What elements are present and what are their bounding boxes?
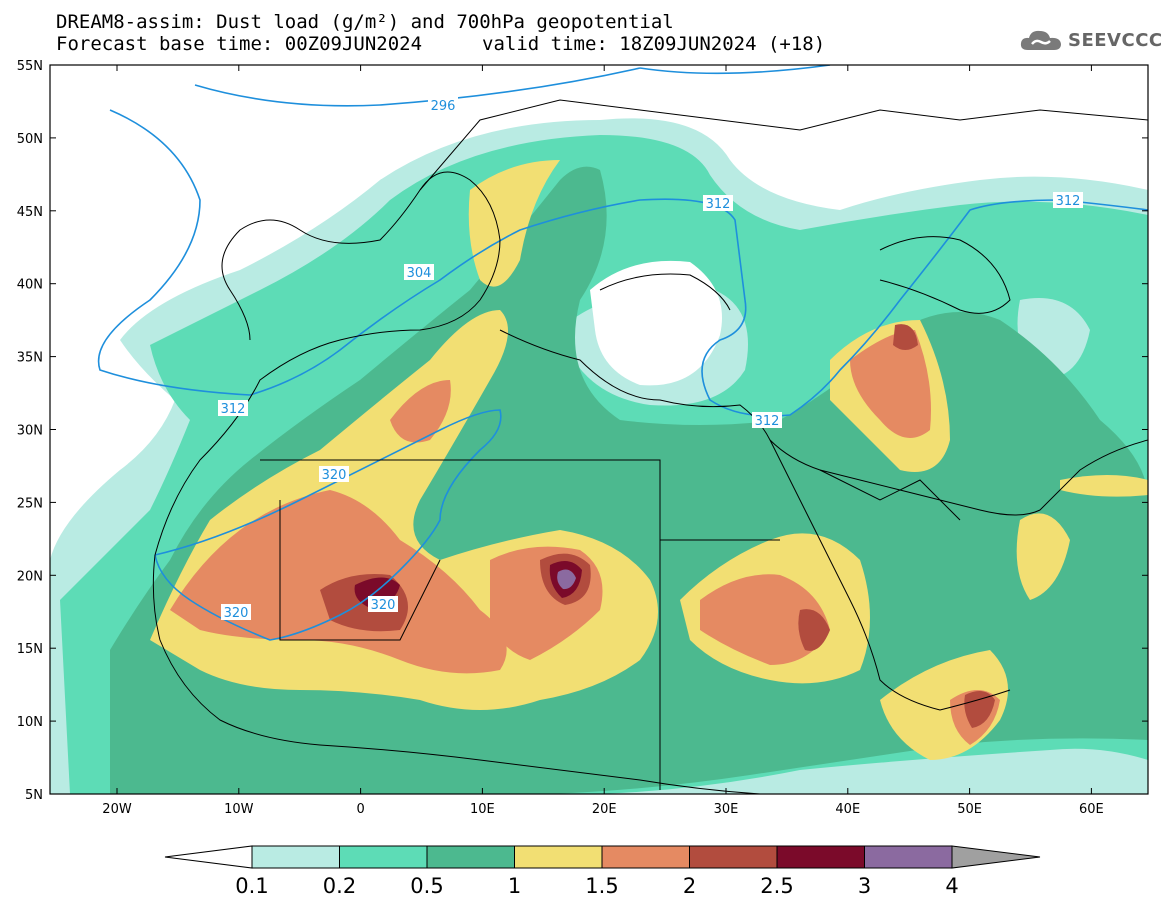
dust-field [50, 65, 1148, 794]
colorbar: 0.1 0.2 0.5 1 1.5 2 2.5 3 4 [164, 845, 1041, 898]
lon-label: 50E [957, 802, 982, 817]
svg-text:320: 320 [224, 606, 249, 621]
lon-label: 10W [224, 802, 254, 817]
lat-label: 15N [17, 642, 43, 657]
colorbar-segment [514, 845, 603, 869]
contour-label: 304 [404, 264, 434, 281]
axis-ticks [50, 64, 1148, 795]
coastlines [152, 99, 1148, 794]
longitude-labels: 20W 10W 0 10E 20E 30E 40E 50E 60E [102, 802, 1103, 817]
colorbar-segment [601, 845, 690, 869]
colorbar-segment [251, 845, 340, 869]
colorbar-label: 3 [858, 874, 871, 898]
valid-time: valid time: 18Z09JUN2024 (+18) [482, 33, 826, 55]
logo-text: SEEVCCC [1068, 29, 1163, 51]
contour-label: 312 [218, 400, 248, 417]
colorbar-segment [339, 845, 428, 869]
lon-label: 40E [835, 802, 860, 817]
lat-label: 5N [25, 788, 43, 803]
svg-text:320: 320 [371, 598, 396, 613]
lon-label: 60E [1079, 802, 1104, 817]
forecast-base-time: Forecast base time: 00Z09JUN2024 [56, 33, 423, 55]
contour-label: 320 [368, 596, 398, 613]
colorbar-segment [426, 845, 515, 869]
contour-label: 320 [319, 466, 349, 483]
svg-text:312: 312 [706, 197, 731, 212]
lon-label: 0 [356, 802, 364, 817]
contour-label: 312 [752, 412, 782, 429]
colorbar-label: 2 [683, 874, 696, 898]
svg-text:312: 312 [755, 414, 780, 429]
lat-label: 35N [17, 351, 43, 366]
contour-labels: 296 304 312 312 312 312 320 320 320 [218, 97, 1083, 621]
lat-label: 25N [17, 496, 43, 511]
colorbar-segment [864, 845, 953, 869]
colorbar-label: 0.1 [235, 874, 268, 898]
svg-text:312: 312 [1056, 194, 1081, 209]
lat-label: 20N [17, 569, 43, 584]
colorbar-segment [776, 845, 865, 869]
lon-label: 30E [714, 802, 739, 817]
lon-label: 20W [102, 802, 132, 817]
colorbar-label: 0.5 [410, 874, 443, 898]
lat-label: 50N [17, 132, 43, 147]
contour-label: 296 [428, 97, 458, 114]
latitude-labels: 55N 50N 45N 40N 35N 30N 25N 20N 15N 10N 5N [17, 59, 43, 803]
contour-label: 312 [703, 195, 733, 212]
seevccc-logo: SEEVCCC [1018, 26, 1163, 54]
colorbar-label: 2.5 [760, 874, 793, 898]
colorbar-segment [689, 845, 778, 869]
contour-label: 320 [221, 604, 251, 621]
lat-label: 40N [17, 278, 43, 293]
svg-text:296: 296 [431, 99, 456, 114]
colorbar-arrow-right [951, 845, 1041, 869]
colorbar-label: 0.2 [323, 874, 356, 898]
cloud-icon [1020, 30, 1061, 50]
map-title: DREAM8-assim: Dust load (g/m²) and 700hP… [56, 11, 674, 33]
svg-text:312: 312 [221, 402, 246, 417]
colorbar-label: 1 [508, 874, 521, 898]
colorbar-label: 4 [945, 874, 958, 898]
lat-label: 30N [17, 424, 43, 439]
svg-text:320: 320 [322, 468, 347, 483]
lat-label: 10N [17, 715, 43, 730]
lon-label: 10E [470, 802, 495, 817]
contour-label: 312 [1053, 192, 1083, 209]
lat-label: 45N [17, 205, 43, 220]
lon-label: 20E [592, 802, 617, 817]
svg-text:304: 304 [407, 266, 432, 281]
colorbar-arrow-left [164, 845, 253, 869]
geopotential-contours [97, 65, 1148, 641]
colorbar-label: 1.5 [585, 874, 618, 898]
lat-label: 55N [17, 59, 43, 74]
